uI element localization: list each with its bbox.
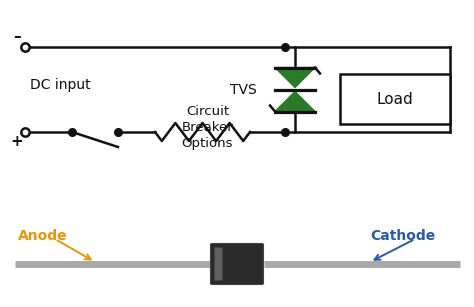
Text: Circuit
Breaker
Options: Circuit Breaker Options <box>182 105 233 150</box>
Polygon shape <box>275 91 315 111</box>
Text: TVS: TVS <box>230 83 257 96</box>
Text: Cathode: Cathode <box>370 229 435 243</box>
Text: DC input: DC input <box>30 77 91 91</box>
FancyBboxPatch shape <box>215 247 222 281</box>
Text: Load: Load <box>377 91 413 107</box>
Text: +: + <box>10 134 23 150</box>
Text: –: – <box>13 29 21 45</box>
Text: Anode: Anode <box>18 229 68 243</box>
Bar <box>340 74 450 124</box>
FancyBboxPatch shape <box>210 243 264 285</box>
Polygon shape <box>275 68 315 87</box>
